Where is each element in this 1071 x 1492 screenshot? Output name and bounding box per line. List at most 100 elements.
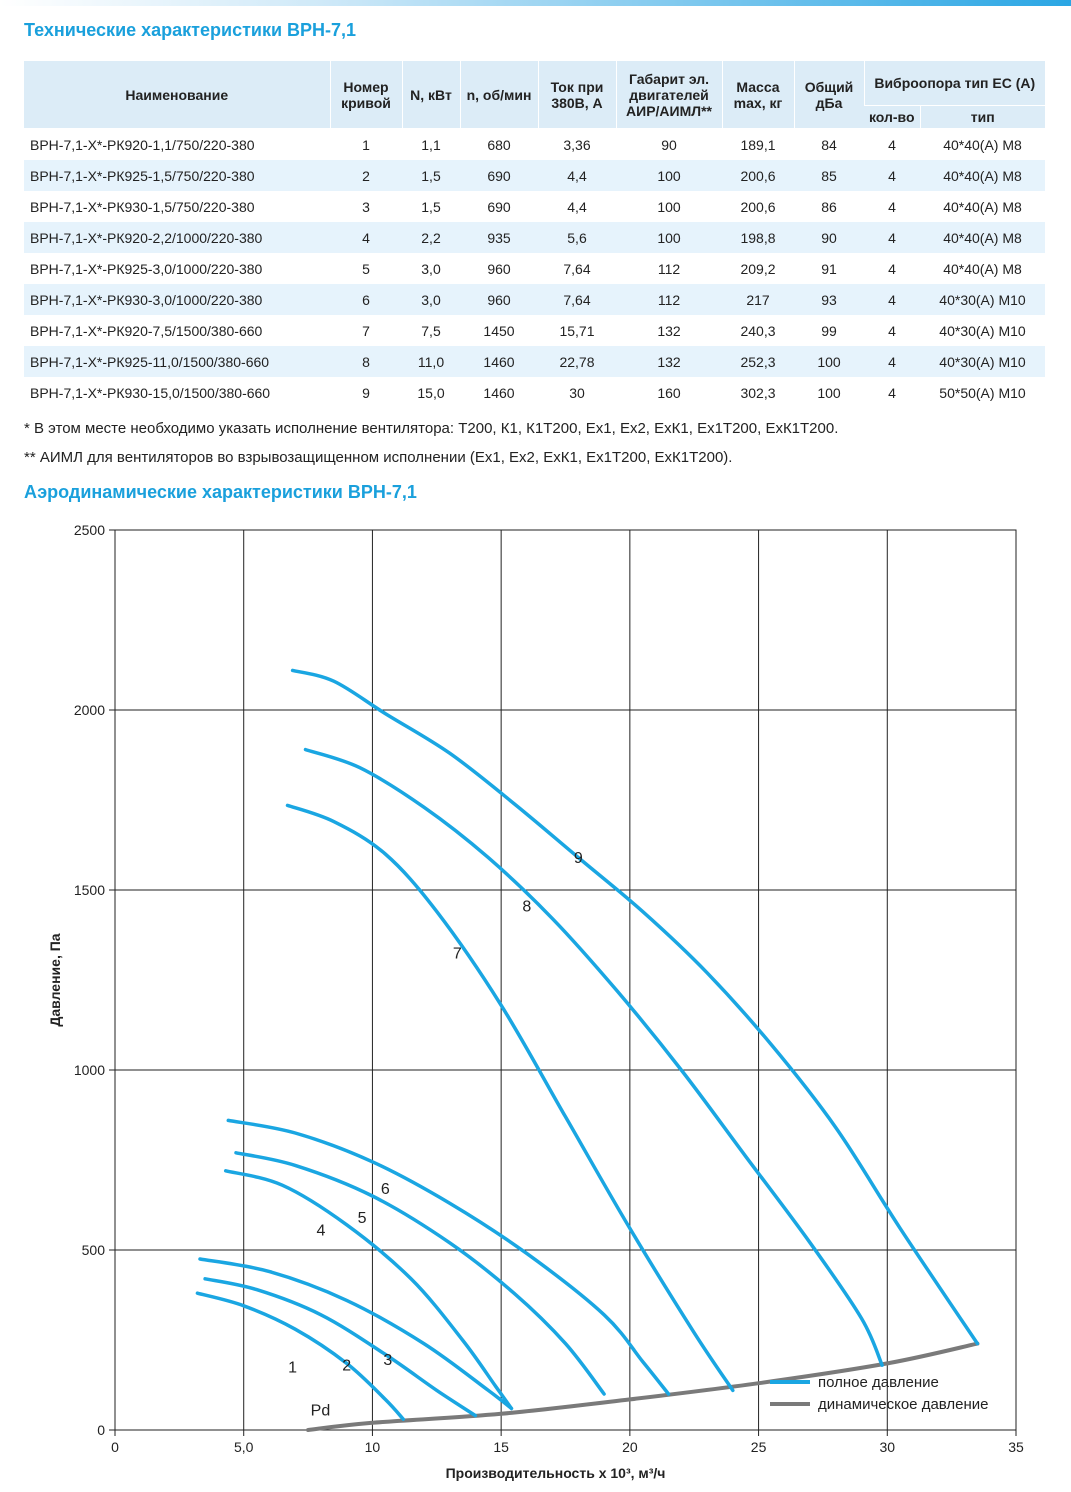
cell-power: 1,1	[402, 128, 460, 160]
table-row: ВРН-7,1-Х*-РК925-1,5/750/220-380 2 1,5 690 4…	[24, 160, 1045, 191]
cell-name: ВРН-7,1-Х*-РК925-3,0/1000/220-380	[24, 253, 330, 284]
cell-mass: 189,1	[722, 128, 794, 160]
cell-curve: 7	[330, 315, 402, 346]
cell-mass: 240,3	[722, 315, 794, 346]
cell-name: ВРН-7,1-Х*-РК930-1,5/750/220-380	[24, 191, 330, 222]
cell-rpm: 960	[460, 253, 538, 284]
y-tick-label: 2500	[74, 522, 105, 538]
cell-noise: 85	[794, 160, 864, 191]
x-tick-label: 25	[751, 1439, 767, 1455]
cell-noise: 100	[794, 346, 864, 377]
cell-count: 4	[864, 377, 920, 408]
header-vibro-count: кол-во	[864, 105, 920, 129]
cell-noise: 99	[794, 315, 864, 346]
cell-current: 4,4	[538, 160, 616, 191]
header-power: N, кВт	[401, 61, 460, 129]
cell-count: 4	[864, 222, 920, 253]
series-label-8: 8	[522, 899, 531, 916]
x-tick-label: 30	[879, 1439, 895, 1455]
cell-motor: 132	[616, 315, 722, 346]
series-label-pd: Pd	[311, 1403, 331, 1420]
cell-rpm: 935	[460, 222, 538, 253]
cell-current: 15,71	[538, 315, 616, 346]
cell-type: 50*50(A) M10	[920, 377, 1045, 408]
cell-current: 7,64	[538, 253, 616, 284]
cell-noise: 90	[794, 222, 864, 253]
table-row: ВРН-7,1-Х*-РК925-11,0/1500/380-660 8 11,0 1…	[24, 346, 1045, 377]
spec-table-body: ВРН-7,1-Х*-РК920-1,1/750/220-380 1 1,1 680 3…	[24, 128, 1045, 408]
cell-name: ВРН-7,1-Х*-РК925-11,0/1500/380-660	[24, 346, 330, 377]
cell-curve: 1	[330, 128, 402, 160]
cell-rpm: 960	[460, 284, 538, 315]
cell-noise: 100	[794, 377, 864, 408]
cell-name: ВРН-7,1-Х*-РК920-2,2/1000/220-380	[24, 222, 330, 253]
header-name: Наименование	[24, 61, 330, 129]
series-curve-8	[303, 747, 884, 1367]
cell-power: 3,0	[402, 253, 460, 284]
header-rpm: n, об/мин	[459, 61, 538, 129]
cell-curve: 6	[330, 284, 402, 315]
cell-power: 2,2	[402, 222, 460, 253]
x-tick-label: 20	[622, 1439, 638, 1455]
cell-curve: 5	[330, 253, 402, 284]
cell-rpm: 680	[460, 128, 538, 160]
cell-current: 22,78	[538, 346, 616, 377]
cell-motor: 132	[616, 346, 722, 377]
cell-motor: 160	[616, 377, 722, 408]
x-tick-label: 10	[365, 1439, 381, 1455]
footnote-2: ** АИМЛ для вентиляторов во взрывозащище…	[24, 449, 733, 466]
header-vibro-type: тип	[919, 105, 1045, 129]
cell-current: 7,64	[538, 284, 616, 315]
table-title: Технические характеристики ВРН-7,1	[24, 20, 357, 40]
cell-power: 1,5	[402, 160, 460, 191]
cell-motor: 100	[616, 222, 722, 253]
plot-frame	[114, 529, 1017, 1431]
header-current: Ток при 380В, А	[537, 61, 616, 129]
y-tick-label: 0	[97, 1422, 105, 1438]
cell-motor: 100	[616, 191, 722, 222]
cell-power: 15,0	[402, 377, 460, 408]
chart-title: Аэродинамические характеристики ВРН-7,1	[24, 482, 417, 502]
spec-table: Наименование Номер кривой N, кВт n, об/м…	[24, 61, 1045, 408]
y-tick-label: 1500	[74, 882, 105, 898]
series-label-3: 3	[383, 1352, 392, 1369]
cell-mass: 198,8	[722, 222, 794, 253]
cell-motor: 112	[616, 253, 722, 284]
cell-count: 4	[864, 346, 920, 377]
cell-rpm: 690	[460, 191, 538, 222]
cell-type: 40*40(A) M8	[920, 128, 1045, 160]
series-curve-3	[198, 1257, 514, 1411]
cell-curve: 4	[330, 222, 402, 253]
cell-curve: 9	[330, 377, 402, 408]
cell-name: ВРН-7,1-Х*-РК920-7,5/1500/380-660	[24, 315, 330, 346]
table-row: ВРН-7,1-Х*-РК920-2,2/1000/220-380 4 2,2 935…	[24, 222, 1045, 253]
cell-count: 4	[864, 191, 920, 222]
cell-type: 40*40(A) M8	[920, 191, 1045, 222]
series-label-1: 1	[288, 1359, 297, 1376]
series-label-9: 9	[574, 850, 583, 867]
cell-power: 3,0	[402, 284, 460, 315]
series-curve-1	[195, 1291, 406, 1421]
series-label-6: 6	[381, 1181, 390, 1198]
y-tick-label: 500	[82, 1242, 106, 1258]
cell-motor: 100	[616, 160, 722, 191]
cell-noise: 84	[794, 128, 864, 160]
cell-noise: 91	[794, 253, 864, 284]
header-motor: Габарит эл. двигателей АИР/АИМЛ**	[615, 61, 722, 129]
cell-motor: 90	[616, 128, 722, 160]
cell-count: 4	[864, 253, 920, 284]
cell-mass: 217	[722, 284, 794, 315]
cell-type: 40*30(A) M10	[920, 346, 1045, 377]
series-label-5: 5	[358, 1210, 367, 1227]
table-row: ВРН-7,1-Х*-РК930-15,0/1500/380-660 9 15,0 1…	[24, 377, 1045, 408]
legend-label-full-pressure: полное давление	[818, 1374, 939, 1391]
cell-count: 4	[864, 315, 920, 346]
chart-curves	[195, 668, 980, 1432]
series-curve-9	[290, 668, 980, 1346]
cell-type: 40*40(A) M8	[920, 253, 1045, 284]
x-tick-label: 35	[1008, 1439, 1024, 1455]
cell-power: 11,0	[402, 346, 460, 377]
series-curve-4	[223, 1169, 514, 1411]
cell-motor: 112	[616, 284, 722, 315]
